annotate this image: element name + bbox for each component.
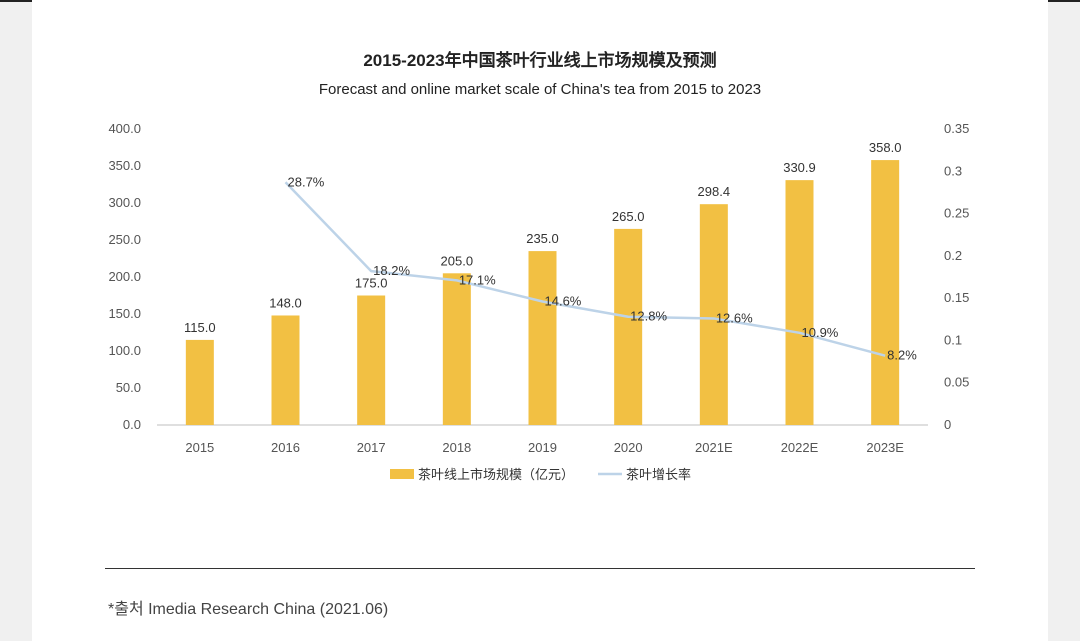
bar-value-label: 235.0 xyxy=(526,231,559,246)
y-right-tick-label: 0 xyxy=(944,417,951,432)
bar xyxy=(785,180,814,425)
y-left-tick-label: 100.0 xyxy=(108,343,141,358)
bar xyxy=(442,273,471,425)
bar-value-label: 330.9 xyxy=(783,160,816,175)
x-tick-label: 2019 xyxy=(528,440,557,455)
legend-bar-label: 茶叶线上市场规模（亿元） xyxy=(418,467,574,482)
growth-rate-label: 10.9% xyxy=(802,325,839,340)
bar xyxy=(614,228,643,425)
bar xyxy=(699,204,728,425)
legend: 茶叶线上市场规模（亿元） 茶叶增长率 xyxy=(390,467,691,482)
y-right-tick-label: 0.3 xyxy=(944,163,962,178)
y-left-tick-label: 0.0 xyxy=(123,417,141,432)
divider xyxy=(105,568,975,569)
x-tick-label: 2020 xyxy=(614,440,643,455)
y-left-tick-label: 400.0 xyxy=(108,121,141,136)
legend-line-label: 茶叶增长率 xyxy=(626,467,691,482)
bar-value-label: 175.0 xyxy=(355,276,388,291)
y-left-tick-label: 50.0 xyxy=(116,380,141,395)
chart-subtitle: Forecast and online market scale of Chin… xyxy=(319,81,761,98)
chart-title: 2015-2023年中国茶叶行业线上市场规模及预测 xyxy=(363,50,716,70)
growth-rate-label: 8.2% xyxy=(887,348,917,363)
y-left-tick-label: 250.0 xyxy=(108,232,141,247)
growth-rate-label: 12.8% xyxy=(630,309,667,324)
bar xyxy=(357,295,386,425)
y-right-tick-label: 0.1 xyxy=(944,332,962,347)
y-left-tick-label: 300.0 xyxy=(108,195,141,210)
y-right-tick-label: 0.15 xyxy=(944,290,969,305)
growth-rate-label: 14.6% xyxy=(545,294,582,309)
bar xyxy=(528,251,557,425)
y-left-tick-label: 200.0 xyxy=(108,269,141,284)
bar-value-label: 265.0 xyxy=(612,209,645,224)
chart: 2015-2023年中国茶叶行业线上市场规模及预测 Forecast and o… xyxy=(108,50,969,482)
bar xyxy=(185,339,214,425)
y-left-tick-label: 350.0 xyxy=(108,158,141,173)
y-right-tick-label: 0.2 xyxy=(944,248,962,263)
growth-rate-line xyxy=(284,181,886,357)
bar-value-label: 205.0 xyxy=(441,253,474,268)
x-tick-label: 2016 xyxy=(271,440,300,455)
x-tick-label: 2022E xyxy=(781,440,819,455)
y-left-tick-label: 150.0 xyxy=(108,306,141,321)
bar-value-label: 148.0 xyxy=(269,295,302,310)
x-tick-label: 2021E xyxy=(695,440,733,455)
bar xyxy=(871,160,900,425)
bar-value-label: 358.0 xyxy=(869,140,902,155)
bar-value-label: 298.4 xyxy=(698,184,731,199)
x-tick-label: 2015 xyxy=(185,440,214,455)
y-right-tick-label: 0.05 xyxy=(944,375,969,390)
legend-bar-swatch xyxy=(390,469,414,479)
x-tick-label: 2017 xyxy=(357,440,386,455)
growth-rate-label: 18.2% xyxy=(373,263,410,278)
y-right-tick-label: 0.25 xyxy=(944,206,969,221)
growth-rate-label: 28.7% xyxy=(288,174,325,189)
x-tick-label: 2018 xyxy=(442,440,471,455)
plot-area: 0.050.0100.0150.0200.0250.0300.0350.0400… xyxy=(108,121,969,455)
growth-rate-label: 12.6% xyxy=(716,310,753,325)
source-note: *출처 Imedia Research China (2021.06) xyxy=(108,601,389,618)
y-right-tick-label: 0.35 xyxy=(944,121,969,136)
bar xyxy=(271,315,300,425)
x-tick-label: 2023E xyxy=(866,440,904,455)
bar-value-label: 115.0 xyxy=(184,320,216,335)
growth-rate-label: 17.1% xyxy=(459,272,496,287)
